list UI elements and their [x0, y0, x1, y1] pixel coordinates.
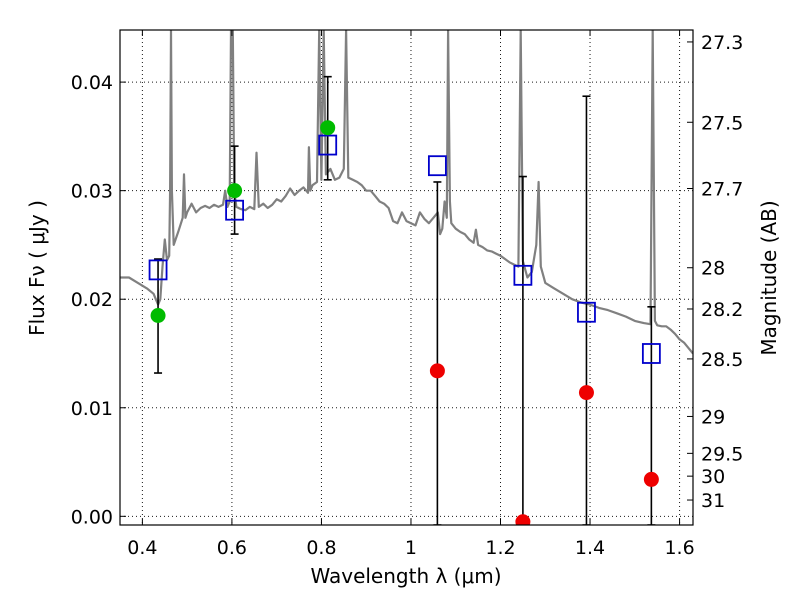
- y-tick-label: 0.03: [71, 181, 113, 203]
- x-tick-label: 1.6: [664, 537, 694, 559]
- y-tick-label: 0.04: [71, 72, 113, 94]
- right-tick-label: 27.7: [701, 178, 743, 200]
- model-band-marker: [641, 343, 661, 364]
- y-axis-label: Flux Fν ( μJy ): [25, 200, 49, 336]
- y-tick-label: 0.00: [71, 506, 113, 528]
- model-band-marker: [577, 301, 596, 323]
- plot-frame: [119, 29, 694, 526]
- right-tick-label: 29.5: [701, 443, 743, 465]
- x-tick-label: 0.4: [127, 537, 157, 559]
- model-spectrum-line: [120, 30, 693, 355]
- model-band-marker: [513, 264, 533, 286]
- x-tick-label: 1: [405, 537, 417, 559]
- right-tick-label: 31: [701, 490, 725, 512]
- x-axis-label: Wavelength λ (μm): [310, 564, 501, 588]
- plot-area: [120, 30, 693, 525]
- x-tick-label: 1.4: [575, 537, 605, 559]
- non-detection-point: [643, 471, 659, 487]
- x-tick-label: 0.8: [306, 537, 336, 559]
- y-tick-label: 0.01: [71, 398, 113, 420]
- right-tick-label: 27.3: [701, 32, 743, 54]
- non-detection-point: [578, 385, 594, 401]
- model-band-marker: [225, 199, 245, 221]
- right-tick-label: 27.5: [701, 112, 743, 134]
- y-axis-right-label: Magnitude (AB): [757, 200, 781, 355]
- model-band-marker: [318, 134, 338, 156]
- detection-point: [150, 307, 166, 323]
- detection-point: [227, 183, 243, 199]
- detection-point: [320, 120, 336, 136]
- right-tick-label: 29: [701, 406, 725, 428]
- grid: [120, 30, 693, 525]
- axes: 0.4 0.6 0.8 1 1.2 1.4 1.6 0.00 0.01 0.02 0.03 0.04 2…: [71, 30, 743, 559]
- right-tick-label: 28.2: [701, 299, 743, 321]
- right-tick-label: 28: [701, 258, 725, 280]
- non-detection-point: [429, 363, 445, 379]
- non-detection-point: [515, 514, 531, 525]
- right-tick-label: 28.5: [701, 349, 743, 371]
- right-tick-label: 30: [701, 466, 725, 488]
- model-band-marker: [427, 155, 447, 177]
- model-band-marker: [148, 259, 168, 281]
- x-tick-label: 1.2: [485, 537, 515, 559]
- x-tick-label: 0.6: [217, 537, 247, 559]
- plot-content: [120, 30, 693, 525]
- y-tick-label: 0.02: [71, 289, 113, 311]
